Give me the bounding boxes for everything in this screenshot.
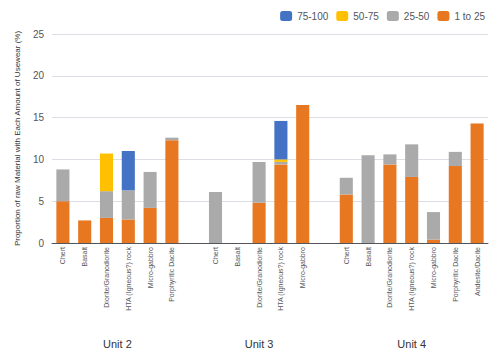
svg-text:1 to 25: 1 to 25 bbox=[454, 11, 485, 22]
svg-text:25: 25 bbox=[33, 29, 45, 40]
svg-text:Diorite/Granodiorite: Diorite/Granodiorite bbox=[103, 247, 110, 308]
svg-text:Diorite/Granodiorite: Diorite/Granodiorite bbox=[386, 247, 393, 308]
svg-text:Porphyritic Dacite: Porphyritic Dacite bbox=[452, 247, 460, 302]
svg-text:20: 20 bbox=[33, 70, 45, 81]
svg-text:Basalt: Basalt bbox=[81, 247, 88, 267]
svg-text:Proportion of raw Material wit: Proportion of raw Material with Each Amo… bbox=[13, 31, 22, 247]
svg-text:HTA (Igneous?) rock: HTA (Igneous?) rock bbox=[277, 247, 285, 311]
svg-text:Chert: Chert bbox=[59, 247, 66, 264]
svg-text:25-50: 25-50 bbox=[404, 11, 430, 22]
svg-text:Unit 3: Unit 3 bbox=[245, 338, 274, 350]
svg-text:5: 5 bbox=[38, 196, 44, 207]
svg-text:Basalt: Basalt bbox=[365, 247, 372, 267]
svg-text:HTA (Igneous?) rock: HTA (Igneous?) rock bbox=[408, 247, 416, 311]
svg-text:Micro-gabbro: Micro-gabbro bbox=[430, 247, 438, 288]
svg-text:Chert: Chert bbox=[212, 247, 219, 264]
svg-text:10: 10 bbox=[33, 154, 45, 165]
svg-text:Basalt: Basalt bbox=[234, 247, 241, 267]
svg-text:Micro-gabbro: Micro-gabbro bbox=[147, 247, 155, 288]
svg-text:Porphyritic Dacite: Porphyritic Dacite bbox=[168, 247, 176, 302]
svg-text:HTA (Igneous?) rock: HTA (Igneous?) rock bbox=[125, 247, 133, 311]
svg-text:Chert: Chert bbox=[343, 247, 350, 264]
svg-text:15: 15 bbox=[33, 112, 45, 123]
svg-text:Unit 2: Unit 2 bbox=[103, 338, 132, 350]
svg-text:Unit 4: Unit 4 bbox=[397, 338, 426, 350]
svg-text:0: 0 bbox=[38, 238, 44, 249]
svg-text:Micro-gabbro: Micro-gabbro bbox=[299, 247, 307, 288]
svg-text:Diorite/Granodiorite: Diorite/Granodiorite bbox=[256, 247, 263, 308]
svg-text:50-75: 50-75 bbox=[353, 11, 379, 22]
svg-text:Andesite/Dacite: Andesite/Dacite bbox=[474, 247, 481, 296]
svg-text:75-100: 75-100 bbox=[297, 11, 329, 22]
